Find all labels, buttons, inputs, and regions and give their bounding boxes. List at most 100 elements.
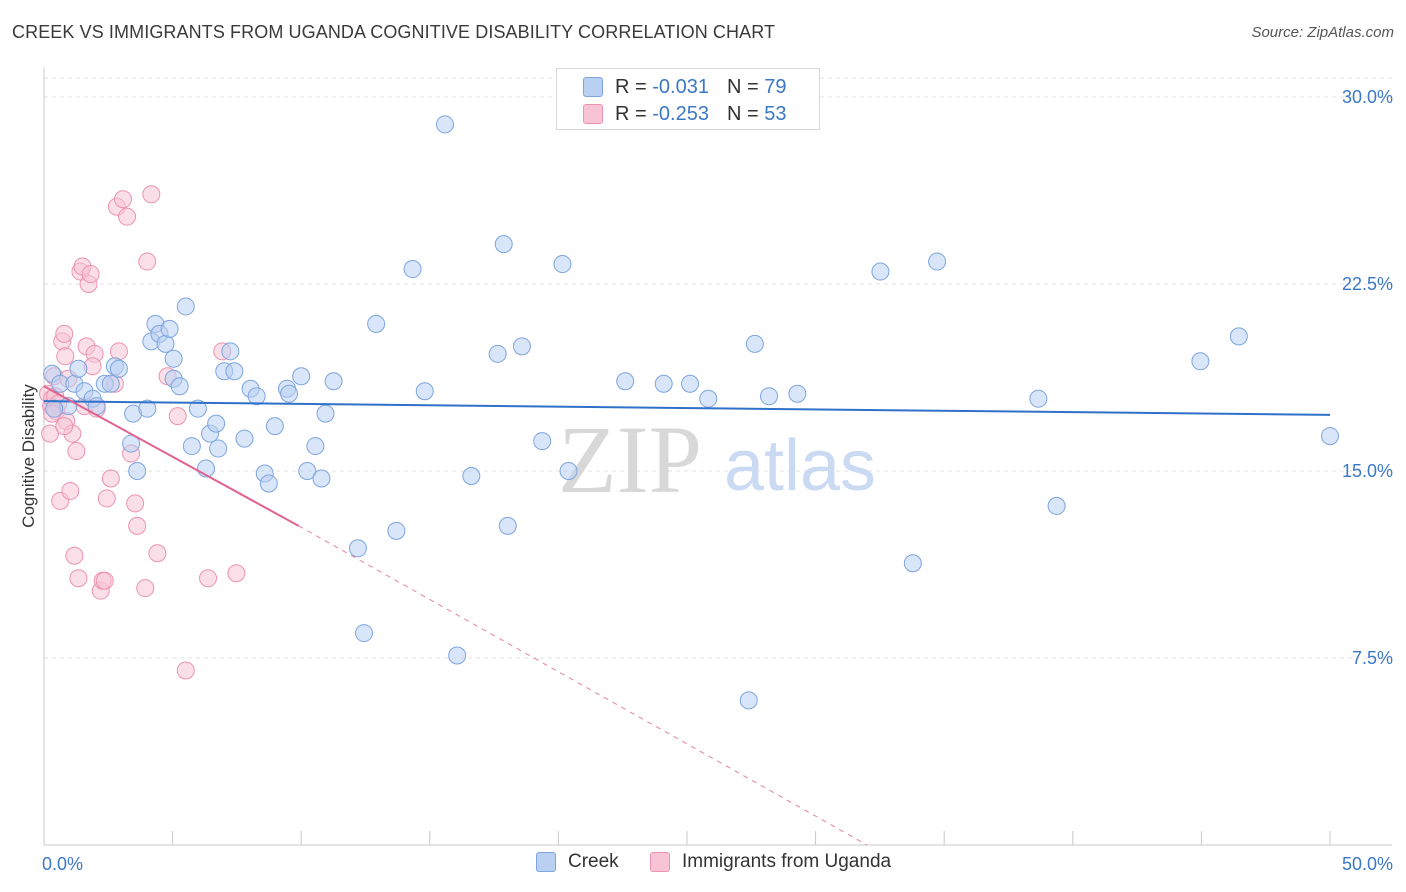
uganda-point [118,207,137,226]
watermark-zip: ZIP [558,406,702,513]
creek-point [207,414,226,433]
creek-point [209,439,228,458]
creek-point [225,362,244,381]
y-tick-label: 7.5% [1352,648,1393,668]
legend-row-creek: R = -0.031 N = 79 [583,74,786,100]
creek-point [1047,496,1066,515]
creek-legend-label: Creek [568,851,619,872]
creek-point [101,374,120,393]
creek-point [298,462,317,480]
uganda-point [55,324,74,343]
creek-point [387,521,406,540]
chart-title: CREEK VS IMMIGRANTS FROM UGANDA COGNITIV… [12,22,776,42]
uganda-point [227,564,246,583]
creek-point [403,260,422,279]
creek-point [1229,327,1248,346]
creek-point [265,417,284,436]
uganda-point [61,481,80,500]
uganda-point [95,571,114,590]
uganda-point [176,661,195,680]
uganda-n-value: 53 [764,102,787,125]
creek-point [498,516,517,535]
creek-point [324,372,343,391]
uganda-point [136,579,155,598]
creek-point [259,474,278,493]
creek-point [367,314,386,333]
correlation-legend: R = -0.031 N = 79 R = -0.253 N = 53 [556,68,820,130]
trend-lines [43,385,1331,846]
creek-point [654,374,673,393]
creek-point [292,367,311,386]
creek-point [170,377,189,396]
uganda-point [101,469,120,488]
creek-r-value: -0.031 [652,75,709,98]
creek-point [1191,352,1210,371]
creek-point [312,469,331,488]
watermark: ZIP atlas [558,406,876,513]
creek-point [512,337,531,356]
creek-point [138,399,157,418]
uganda-legend-swatch [650,852,670,872]
creek-point [745,334,764,353]
uganda-n-label: N = [726,102,759,125]
creek-point [316,404,335,423]
uganda-point [69,569,88,588]
uganda-point [55,417,74,436]
creek-point [760,387,779,406]
creek-point [681,374,700,393]
uganda-swatch [583,104,603,124]
creek-n-value: 79 [764,75,787,98]
creek-point [415,382,434,401]
legend-item-creek[interactable]: Creek [536,851,619,873]
creek-point [45,399,64,418]
creek-point [164,349,183,368]
uganda-point [142,185,161,204]
creek-point [354,624,373,643]
creek-point [871,262,890,281]
creek-point [788,384,807,403]
legend-item-uganda[interactable]: Immigrants from Uganda [650,851,891,873]
creek-point [559,462,578,480]
creek-point [903,554,922,573]
watermark-atlas: atlas [724,426,876,506]
uganda-point [56,347,75,366]
creek-point [69,359,88,378]
y-tick-label: 30.0% [1342,87,1393,107]
creek-point [247,387,266,406]
grid-lines [44,77,1392,659]
creek-point [553,255,572,274]
uganda-point [65,546,84,565]
creek-trend-line [43,400,1331,416]
creek-point [1029,389,1048,408]
creek-point [235,429,254,448]
y-axis-label: Cognitive Disability [19,384,38,528]
axes [43,68,1392,846]
series-legend: Creek Immigrants from Uganda [0,851,1406,879]
creek-point [494,235,513,254]
uganda-r-value: -0.253 [652,102,709,125]
uganda-trend-line [43,385,300,527]
creek-n-label: N = [726,75,759,98]
source-credit: Source: ZipAtlas.com [1251,24,1394,41]
uganda-r-label: R = [615,102,647,125]
creek-point [462,466,481,485]
creek-point [448,646,467,665]
creek-point [128,462,147,480]
creek-point [160,319,179,338]
y-tick-label: 15.0% [1342,461,1393,481]
uganda-point [138,252,157,271]
uganda-point [41,424,60,443]
y-tick-label: 22.5% [1342,274,1393,294]
creek-point [1321,427,1339,446]
creek-r-label: R = [615,75,647,98]
uganda-point [199,569,218,588]
creek-point [616,372,635,391]
creek-point [699,389,718,408]
creek-point [306,437,325,456]
x-tick-label-max: 50.0% [1342,854,1393,874]
creek-point [280,384,299,403]
creek-point [488,344,507,363]
uganda-trend-extension [298,525,868,846]
creek-point [348,539,367,558]
